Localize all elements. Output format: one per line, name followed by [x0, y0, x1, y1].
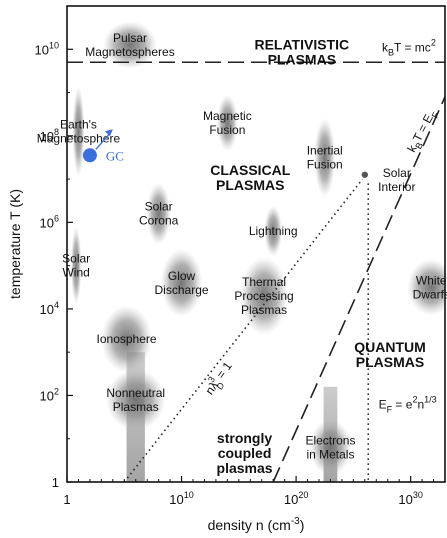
gc-arrow	[95, 132, 111, 150]
x-tick-label: 1020	[284, 490, 308, 507]
plasma-regions	[70, 21, 445, 482]
plasma-label: Nonneutral Plasmas	[106, 386, 165, 414]
relativistic-line-label: kBT = mc2	[382, 37, 436, 57]
fermi-energy-label: EF = e2n1/3	[379, 394, 437, 414]
plasma-label: Glow Discharge	[155, 269, 209, 297]
plasma-blob	[309, 419, 352, 476]
diagram-labels: RELATIVISTIC PLASMAS CLASSICAL PLASMAS QUANT…	[37, 31, 447, 476]
plasma-label: White Dwarfs	[413, 273, 447, 301]
plasma-label: Ionosphere	[97, 332, 157, 346]
plasma-label: Electrons in Metals	[305, 433, 355, 461]
y-tick-label: 104	[40, 300, 59, 317]
solar-interior-label: Solar Interior	[378, 166, 415, 194]
plasma-label: Inertial Fusion	[307, 143, 343, 171]
plasma-blob	[146, 182, 171, 245]
region-label: strongly coupled plasmas	[217, 430, 273, 476]
plasma-blob	[314, 118, 336, 197]
gc-label: GC	[106, 148, 124, 163]
x-tick-label: 1010	[169, 490, 193, 507]
region-label: QUANTUM PLASMAS	[354, 339, 426, 370]
debye-line-label: nλ3D = 1	[200, 357, 238, 399]
plasma-label: Solar Corona	[139, 200, 179, 228]
plasma-blob	[101, 305, 152, 373]
plasma-label: Thermal Processing Plasmas	[234, 275, 293, 317]
plot-frame	[66, 5, 446, 483]
plasma-label: Magnetic Fusion	[203, 109, 252, 137]
gc-marker	[82, 148, 97, 163]
axis-ticks: 1 1010 1020 1030 1 102 104 106 108 1010	[35, 40, 435, 507]
x-axis-label: density n (cm-3)	[208, 516, 305, 533]
x-tick-label: 1030	[398, 490, 422, 507]
plasma-blob	[103, 21, 157, 69]
y-tick-label: 1	[52, 475, 59, 490]
y-tick-label: 106	[40, 213, 59, 230]
plasma-blob	[264, 205, 283, 257]
plasma-blob	[216, 94, 238, 151]
plasma-blob	[240, 256, 288, 336]
plasma-label: Earth's Magnetosphere	[37, 117, 121, 145]
plasma-label: Lightning	[249, 224, 298, 238]
region-label: RELATIVISTIC PLASMAS	[254, 36, 349, 67]
solar-interior-dot	[361, 171, 369, 178]
plasma-label: Solar Wind	[62, 252, 90, 280]
y-tick-label: 102	[40, 386, 59, 403]
plasma-blob	[72, 86, 85, 177]
fermi-line	[272, 96, 445, 482]
region-label: CLASSICAL PLASMAS	[210, 162, 291, 193]
y-tick-label: 1010	[35, 40, 59, 57]
x-tick-label: 1	[63, 492, 70, 507]
plasma-blob	[70, 226, 82, 306]
fermi-line-label: kBT = EF	[404, 107, 441, 156]
y-axis-label: temperature T (K)	[7, 189, 23, 299]
plasma-blob	[160, 249, 203, 317]
plasma-label: Pulsar Magnetospheres	[85, 31, 174, 59]
y-tick-label: 108	[40, 127, 59, 144]
debye-line	[123, 178, 364, 482]
plasma-blob	[105, 368, 166, 431]
boundary-lines	[67, 61, 445, 482]
plasma-blob	[407, 259, 445, 316]
gc-arrowhead	[104, 129, 113, 137]
